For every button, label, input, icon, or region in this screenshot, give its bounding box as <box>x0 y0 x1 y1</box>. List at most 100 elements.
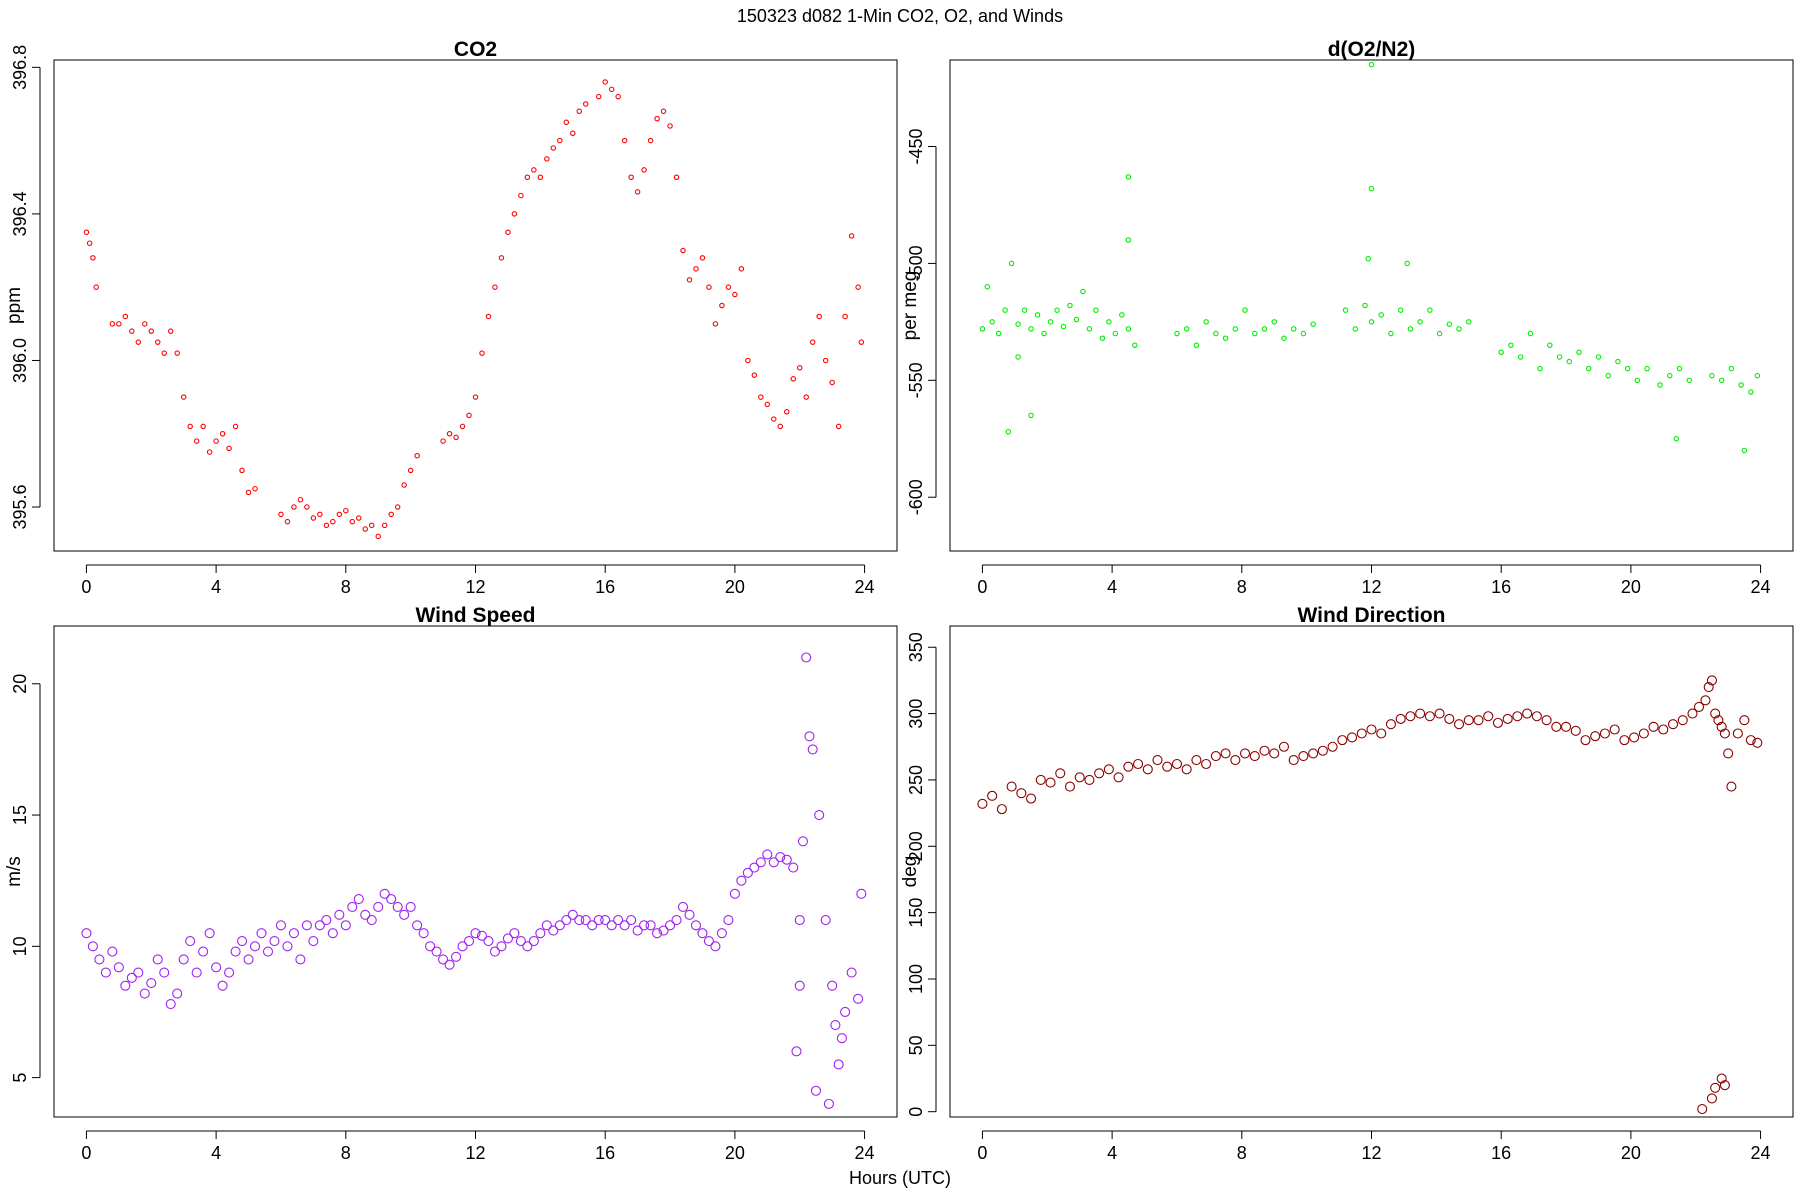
co2-data-point <box>816 313 822 320</box>
wind-direction-data-point <box>1162 761 1173 772</box>
o2-n2-data-point <box>1417 319 1423 325</box>
wind-speed-data-point <box>126 972 137 983</box>
o2-n2-data-point <box>1498 349 1504 356</box>
wind-direction-x-tick-label: 4 <box>1107 1143 1117 1163</box>
wind-speed-data-point <box>476 930 488 941</box>
o2-n2-data-point <box>1566 358 1573 365</box>
co2-y-axis-label: ppm <box>4 287 25 324</box>
o2-n2-data-point <box>1362 302 1368 309</box>
wind-speed-data-point <box>645 920 656 931</box>
co2-data-point <box>712 321 719 327</box>
wind-direction-data-point <box>1713 715 1724 726</box>
o2-n2-plot-frame <box>949 59 1794 552</box>
co2-data-point <box>641 167 647 173</box>
wind-direction-x-tick-label: 16 <box>1491 1143 1511 1163</box>
co2-data-point <box>310 515 317 521</box>
co2-data-point <box>485 313 492 320</box>
wind-direction-x-tick-label: 24 <box>1751 1143 1771 1163</box>
o2-n2-data-point <box>1310 321 1316 327</box>
o2-n2-data-point <box>1537 365 1543 372</box>
wind-speed-data-point <box>444 959 455 970</box>
wind-speed-data-point <box>677 901 689 912</box>
co2-data-point <box>323 522 330 529</box>
wind-speed-data-point <box>840 1006 851 1018</box>
wind-speed-data-point <box>100 967 111 978</box>
wind-speed-data-point <box>814 809 825 821</box>
wind-speed-data-point <box>781 854 792 865</box>
wind-speed-data-point <box>178 954 189 965</box>
co2-data-point <box>129 328 135 334</box>
o2-n2-data-point <box>1605 372 1611 379</box>
wind-speed-data-point <box>587 920 598 931</box>
co2-data-point <box>362 526 369 532</box>
wind-direction-data-point <box>1609 724 1620 735</box>
wind-direction-data-point <box>1703 681 1714 693</box>
o2-n2-data-point <box>1368 185 1375 192</box>
wind-speed-data-point <box>791 1046 802 1057</box>
wind-speed-data-point <box>716 928 727 939</box>
o2-n2-data-point <box>1436 330 1443 337</box>
wind-direction-data-point <box>1492 717 1503 728</box>
wind-speed-data-point <box>379 888 390 899</box>
wind-direction-data-point <box>1074 772 1085 783</box>
wind-speed-data-point <box>768 857 779 868</box>
wind-direction-title: Wind Direction <box>1298 604 1446 627</box>
co2-data-point <box>660 108 667 115</box>
wind-speed-data-point <box>710 941 721 952</box>
wind-speed-data-point <box>386 894 397 905</box>
co2-data-point <box>537 174 544 181</box>
wind-direction-data-point <box>1706 1093 1717 1104</box>
wind-speed-data-point <box>256 928 267 939</box>
o2-n2-data-point <box>1213 330 1219 337</box>
wind-speed-data-point <box>613 915 624 926</box>
co2-data-point <box>563 119 570 126</box>
o2-n2-data-point <box>1352 326 1359 332</box>
wind-speed-data-point <box>703 936 714 947</box>
o2-n2-data-point <box>1008 260 1015 267</box>
wind-direction-y-tick-label: 0 <box>906 1107 926 1117</box>
wind-direction-data-point <box>1288 754 1299 766</box>
o2-n2-data-point <box>1290 326 1297 332</box>
o2-n2-data-point <box>1728 365 1735 372</box>
wind-direction-data-point <box>1590 731 1601 742</box>
wind-direction-data-point <box>1512 711 1523 722</box>
wind-speed-data-point <box>412 920 423 931</box>
o2-n2-data-point <box>1271 319 1277 325</box>
o2-n2-data-point <box>1015 354 1021 360</box>
co2-data-point <box>848 233 855 239</box>
wind-direction-data-point <box>1084 774 1095 785</box>
o2-n2-data-point <box>1517 354 1524 360</box>
wind-speed-data-point <box>856 888 867 899</box>
wind-direction-data-point <box>1667 719 1679 730</box>
co2-chart: CO2 0 4 8 12 16 20 24 395.6 396.0 396.4 396.8 ppm <box>4 38 898 597</box>
wind-speed-data-point <box>327 928 338 939</box>
o2-n2-data-point <box>1060 323 1067 330</box>
wind-direction-data-point <box>1710 1082 1721 1093</box>
wind-speed-data-point <box>820 915 831 926</box>
o2-n2-data-point <box>1644 365 1650 372</box>
wind-speed-data-point <box>243 954 254 965</box>
wind-speed-data-point <box>418 928 429 939</box>
o2-n2-data-point <box>1183 326 1190 332</box>
co2-data-point <box>615 93 621 100</box>
co2-data-point <box>135 339 142 345</box>
wind-speed-data-point <box>554 920 565 931</box>
co2-y-tick-label: 396.0 <box>10 338 30 383</box>
wind-speed-data-point <box>567 909 578 920</box>
co2-data-point <box>206 449 213 455</box>
co2-data-point <box>90 255 96 261</box>
co2-data-point <box>440 438 446 444</box>
o2-n2-y-tick-label: -550 <box>906 362 926 398</box>
o2-n2-title: d(O2/N2) <box>1328 38 1416 61</box>
co2-data-point <box>472 394 479 400</box>
co2-title: CO2 <box>454 38 497 61</box>
wind-direction-data-point <box>1006 781 1017 792</box>
wind-speed-x-tick-label: 20 <box>725 1143 745 1163</box>
co2-data-point <box>336 511 343 518</box>
wind-direction-data-point <box>1376 728 1387 739</box>
wind-speed-data-point <box>353 894 364 905</box>
wind-speed-data-point <box>823 1098 834 1109</box>
wind-speed-data-point <box>804 731 815 742</box>
o2-n2-data-point <box>1547 342 1553 348</box>
wind-speed-data-point <box>541 920 552 931</box>
